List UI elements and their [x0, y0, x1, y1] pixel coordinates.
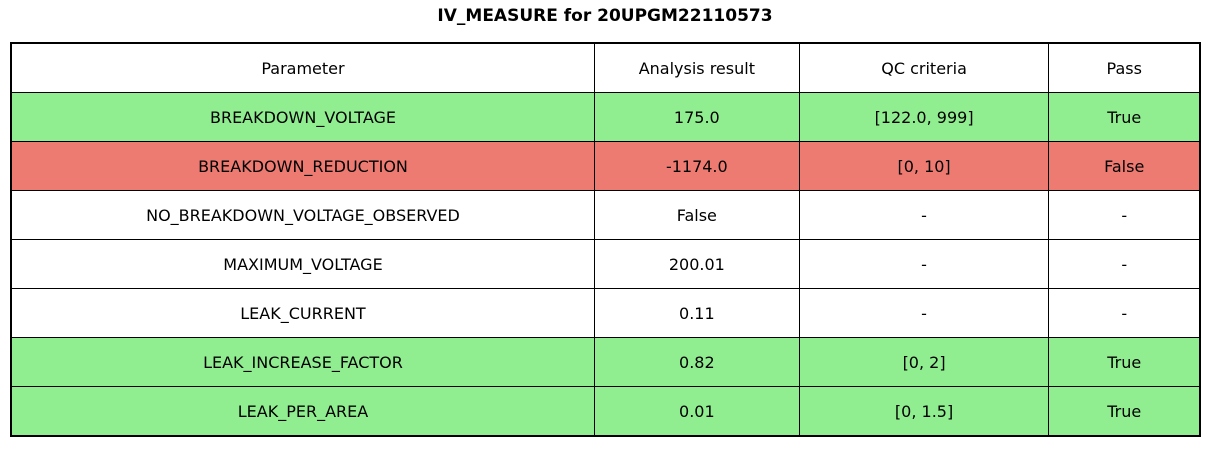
table-row: LEAK_INCREASE_FACTOR 0.82 [0, 2] True	[10, 337, 1201, 387]
qc-results-table: Parameter Analysis result QC criteria Pass …	[10, 42, 1201, 437]
parameter-cell: BREAKDOWN_REDUCTION	[10, 141, 595, 191]
table-row: BREAKDOWN_REDUCTION -1174.0 [0, 10] False	[10, 141, 1201, 191]
parameter-cell: LEAK_CURRENT	[10, 288, 595, 338]
analysis-result-cell: 200.01	[593, 239, 800, 289]
column-header-parameter: Parameter	[10, 42, 595, 93]
column-header-pass: Pass	[1048, 42, 1201, 93]
pass-cell: True	[1048, 386, 1201, 437]
qc-criteria-cell: -	[798, 190, 1050, 240]
qc-criteria-cell: [0, 1.5]	[798, 386, 1050, 437]
page-title: IV_MEASURE for 20UPGM22110573	[437, 6, 773, 26]
column-header-qc-criteria: QC criteria	[798, 42, 1050, 93]
qc-criteria-cell: [122.0, 999]	[798, 92, 1050, 142]
analysis-result-cell: 0.11	[593, 288, 800, 338]
table-head: Parameter Analysis result QC criteria Pass	[10, 42, 1201, 93]
table-row: NO_BREAKDOWN_VOLTAGE_OBSERVED False - -	[10, 190, 1201, 240]
qc-criteria-cell: [0, 10]	[798, 141, 1050, 191]
qc-criteria-cell: -	[798, 239, 1050, 289]
pass-cell: True	[1048, 337, 1201, 387]
table-row: LEAK_CURRENT 0.11- -	[10, 288, 1201, 338]
table-header-row: Parameter Analysis result QC criteria Pass	[10, 42, 1201, 93]
analysis-result-cell: 0.01	[593, 386, 800, 437]
analysis-result-cell: False	[593, 190, 800, 240]
analysis-result-cell: 0.82	[593, 337, 800, 387]
qc-criteria-cell: [0, 2]	[798, 337, 1050, 387]
pass-cell: True	[1048, 92, 1201, 142]
pass-cell: -	[1048, 239, 1201, 289]
analysis-result-cell: 175.0	[593, 92, 800, 142]
parameter-cell: NO_BREAKDOWN_VOLTAGE_OBSERVED	[10, 190, 595, 240]
pass-cell: -	[1048, 288, 1201, 338]
parameter-cell: LEAK_PER_AREA	[10, 386, 595, 437]
pass-cell: -	[1048, 190, 1201, 240]
parameter-cell: BREAKDOWN_VOLTAGE	[10, 92, 595, 142]
qc-criteria-cell: -	[798, 288, 1050, 338]
table-row: BREAKDOWN_VOLTAGE 175.0 [122.0, 999] True	[10, 92, 1201, 142]
pass-cell: False	[1048, 141, 1201, 191]
column-header-analysis-result: Analysis result	[593, 42, 800, 93]
parameter-cell: LEAK_INCREASE_FACTOR	[10, 337, 595, 387]
table-row: LEAK_PER_AREA 0.01 [0, 1.5] True	[10, 386, 1201, 437]
analysis-result-cell: -1174.0	[593, 141, 800, 191]
table-body: BREAKDOWN_VOLTAGE 175.0 [122.0, 999] True BR…	[10, 92, 1201, 437]
table-row: MAXIMUM_VOLTAGE 200.01- -	[10, 239, 1201, 289]
parameter-cell: MAXIMUM_VOLTAGE	[10, 239, 595, 289]
